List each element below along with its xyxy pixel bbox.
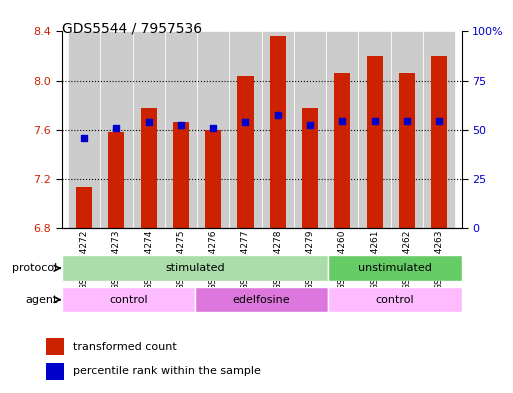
- Bar: [62, 255, 328, 281]
- Text: agent: agent: [25, 295, 57, 305]
- Bar: [205, 130, 221, 228]
- Text: stimulated: stimulated: [165, 263, 225, 273]
- Text: edelfosine: edelfosine: [233, 295, 290, 305]
- Text: protocol: protocol: [12, 263, 57, 273]
- Point: [80, 135, 88, 141]
- Bar: [238, 76, 253, 228]
- Text: percentile rank within the sample: percentile rank within the sample: [73, 366, 261, 376]
- Point: [112, 125, 121, 132]
- Bar: [62, 287, 195, 312]
- Point: [338, 118, 346, 124]
- Bar: [399, 73, 415, 228]
- Bar: [165, 31, 197, 228]
- Text: control: control: [109, 295, 148, 305]
- Point: [242, 119, 250, 125]
- Bar: [328, 287, 462, 312]
- Bar: [270, 37, 286, 228]
- Bar: [328, 255, 462, 281]
- Point: [209, 125, 218, 132]
- Bar: [262, 31, 294, 228]
- Bar: [100, 31, 132, 228]
- Bar: [108, 132, 125, 228]
- Text: GDS5544 / 7957536: GDS5544 / 7957536: [62, 22, 202, 36]
- Bar: [366, 56, 383, 228]
- Text: control: control: [376, 295, 415, 305]
- Bar: [68, 31, 100, 228]
- Point: [306, 122, 314, 128]
- Point: [403, 118, 411, 124]
- Point: [273, 112, 282, 118]
- Point: [145, 119, 153, 125]
- Point: [435, 118, 443, 124]
- Bar: [294, 31, 326, 228]
- Bar: [46, 338, 64, 355]
- Text: transformed count: transformed count: [73, 342, 176, 352]
- Bar: [76, 187, 92, 228]
- Bar: [302, 108, 318, 228]
- Bar: [132, 31, 165, 228]
- Bar: [423, 31, 455, 228]
- Bar: [334, 73, 350, 228]
- Bar: [391, 31, 423, 228]
- Point: [370, 118, 379, 124]
- Point: [177, 122, 185, 128]
- Bar: [173, 122, 189, 228]
- Bar: [431, 56, 447, 228]
- Bar: [326, 31, 359, 228]
- Bar: [197, 31, 229, 228]
- Bar: [229, 31, 262, 228]
- Text: unstimulated: unstimulated: [358, 263, 432, 273]
- Bar: [141, 108, 157, 228]
- Bar: [46, 363, 64, 380]
- Bar: [359, 31, 391, 228]
- Bar: [195, 287, 328, 312]
